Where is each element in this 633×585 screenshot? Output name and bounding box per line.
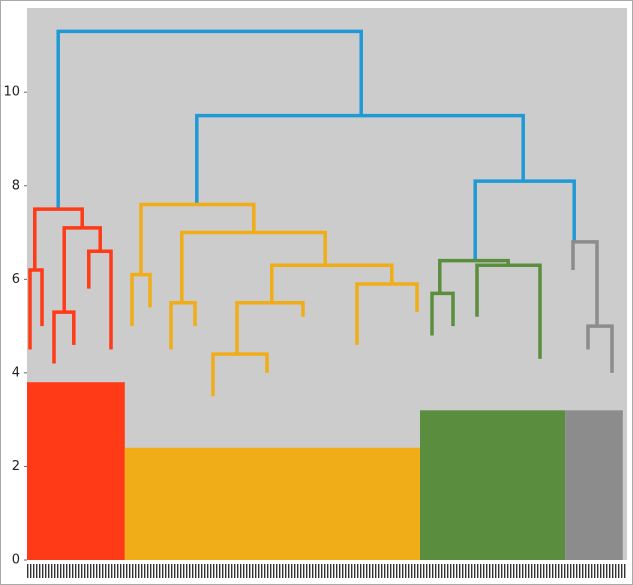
- link: [87, 249, 113, 350]
- link: [62, 226, 102, 313]
- link: [586, 324, 614, 373]
- leaf-block: [420, 410, 566, 560]
- link: [473, 179, 576, 261]
- link: [475, 263, 542, 359]
- link: [195, 113, 525, 205]
- link: [355, 282, 419, 345]
- link: [571, 240, 599, 327]
- link: [130, 272, 152, 327]
- link: [235, 300, 305, 355]
- link: [211, 352, 269, 397]
- y-tick-label: 2: [12, 459, 20, 474]
- link: [438, 258, 510, 294]
- link: [56, 29, 363, 210]
- link: [139, 202, 256, 275]
- link: [52, 310, 76, 364]
- plot-area: 0 2 4 6 8 10: [3, 8, 627, 568]
- leaf-block: [565, 410, 623, 560]
- leaf-block: [27, 382, 125, 560]
- link: [33, 207, 84, 270]
- y-tick-label: 4: [12, 365, 20, 380]
- link: [430, 291, 455, 336]
- link: [169, 300, 197, 350]
- y-tick-label: 8: [12, 178, 20, 193]
- link: [28, 268, 44, 350]
- y-tick-label: 10: [3, 85, 20, 100]
- leaf-block: [124, 447, 421, 560]
- link: [270, 263, 394, 303]
- y-tick-label: 0: [12, 553, 20, 568]
- x-leaf-labels: [27, 564, 627, 578]
- y-tick-label: 6: [12, 272, 20, 287]
- link: [180, 230, 327, 303]
